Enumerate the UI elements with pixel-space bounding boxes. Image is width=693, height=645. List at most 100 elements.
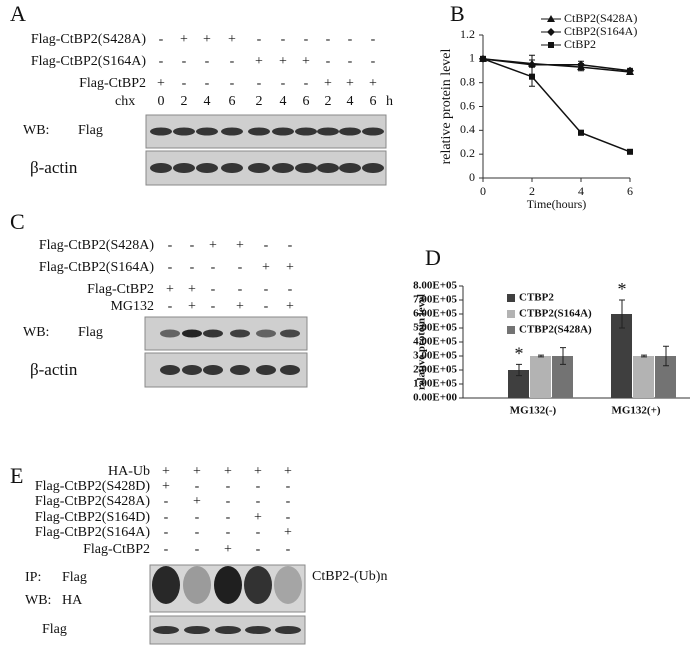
band <box>245 626 271 634</box>
x-tick-label: 2 <box>529 184 535 198</box>
legend-swatch <box>507 326 515 334</box>
sign: - <box>304 32 309 47</box>
bar <box>530 356 551 398</box>
band <box>184 626 210 634</box>
sign: + <box>180 32 188 47</box>
sign: + <box>203 32 211 47</box>
sign: - <box>205 76 210 91</box>
row-label: Flag-CtBP2(S164A) <box>35 525 150 540</box>
sign: - <box>238 282 243 297</box>
y-tick-label: 0.4 <box>460 122 475 136</box>
sign: - <box>226 494 231 509</box>
line <box>482 58 631 153</box>
blot-label: Flag <box>78 325 103 340</box>
sign: - <box>164 494 169 509</box>
band <box>150 163 172 173</box>
sign: + <box>236 238 244 253</box>
marker <box>577 60 585 69</box>
sign: - <box>168 238 173 253</box>
band <box>173 163 195 173</box>
panel-label: B <box>450 1 465 26</box>
annotation: * <box>515 344 524 364</box>
legend-label: CtBP2 <box>564 37 596 51</box>
blot-label: β-actin <box>30 158 78 177</box>
y-tick-label: 0 <box>469 170 475 184</box>
y-axis-label: relative protein level <box>416 294 428 390</box>
sign: + <box>188 299 196 314</box>
blot-label: β-actin <box>30 360 78 379</box>
band <box>182 365 202 375</box>
sign: - <box>195 510 200 525</box>
band <box>362 127 384 136</box>
sign: + <box>209 238 217 253</box>
sign: - <box>164 510 169 525</box>
sign: - <box>195 542 200 557</box>
sign: + <box>284 525 292 540</box>
bar <box>552 356 573 398</box>
sign: + <box>157 76 165 91</box>
sign: - <box>164 525 169 540</box>
x-axis-label: Time(hours) <box>527 197 587 211</box>
sign: - <box>190 238 195 253</box>
sign: - <box>281 76 286 91</box>
smear <box>183 566 211 604</box>
band <box>203 365 223 375</box>
error-bar <box>663 345 669 367</box>
band <box>196 163 218 173</box>
marker <box>547 15 555 22</box>
sign: - <box>230 54 235 69</box>
band <box>230 365 250 375</box>
y-tick-label: 6.00E+05 <box>413 308 457 320</box>
blot-label: IP: <box>25 570 41 585</box>
y-tick-label: 1 <box>469 51 475 65</box>
sign: - <box>226 510 231 525</box>
band <box>182 329 202 338</box>
x-tick-label: 0 <box>480 184 486 198</box>
sign: - <box>159 54 164 69</box>
band <box>362 163 384 173</box>
band <box>272 127 294 136</box>
lane-label: 6 <box>370 94 377 109</box>
sign: - <box>286 510 291 525</box>
line <box>482 58 631 72</box>
band <box>221 163 243 173</box>
sign: - <box>168 299 173 314</box>
marker <box>578 129 584 136</box>
panel-label: D <box>425 245 441 270</box>
sign: - <box>348 32 353 47</box>
sign: - <box>256 479 261 494</box>
row-label: Flag-CtBP2 <box>83 542 150 557</box>
lane-label: 4 <box>204 94 211 109</box>
sign: + <box>224 542 232 557</box>
lane-label: 2 <box>325 94 332 109</box>
error-bar <box>516 363 522 377</box>
marker <box>529 73 535 80</box>
row-label: Flag-CtBP2(S164D) <box>35 510 150 525</box>
panel-label: E <box>10 463 23 488</box>
marker <box>547 28 555 36</box>
sign: + <box>286 299 294 314</box>
y-tick-label: 0.8 <box>460 74 475 88</box>
lane-label: 2 <box>256 94 263 109</box>
blot-label: WB: <box>23 325 49 340</box>
band <box>160 329 180 338</box>
error-bar <box>560 347 566 365</box>
lane-label: 0 <box>158 94 165 109</box>
band <box>256 329 276 338</box>
sign: - <box>211 299 216 314</box>
bar <box>633 356 654 398</box>
sign: - <box>226 525 231 540</box>
row-label: chx <box>115 94 135 109</box>
marker <box>626 66 634 75</box>
legend-label: CtBP2(S428A) <box>564 11 637 25</box>
marker <box>480 55 486 62</box>
sign: - <box>264 238 269 253</box>
blot-label: Flag <box>78 123 103 138</box>
sign: - <box>264 282 269 297</box>
sign: - <box>286 494 291 509</box>
sign: + <box>255 54 263 69</box>
panel-label: C <box>10 209 25 234</box>
sign: - <box>230 76 235 91</box>
row-label: Flag-CtBP2 <box>79 76 146 91</box>
sign: - <box>281 32 286 47</box>
